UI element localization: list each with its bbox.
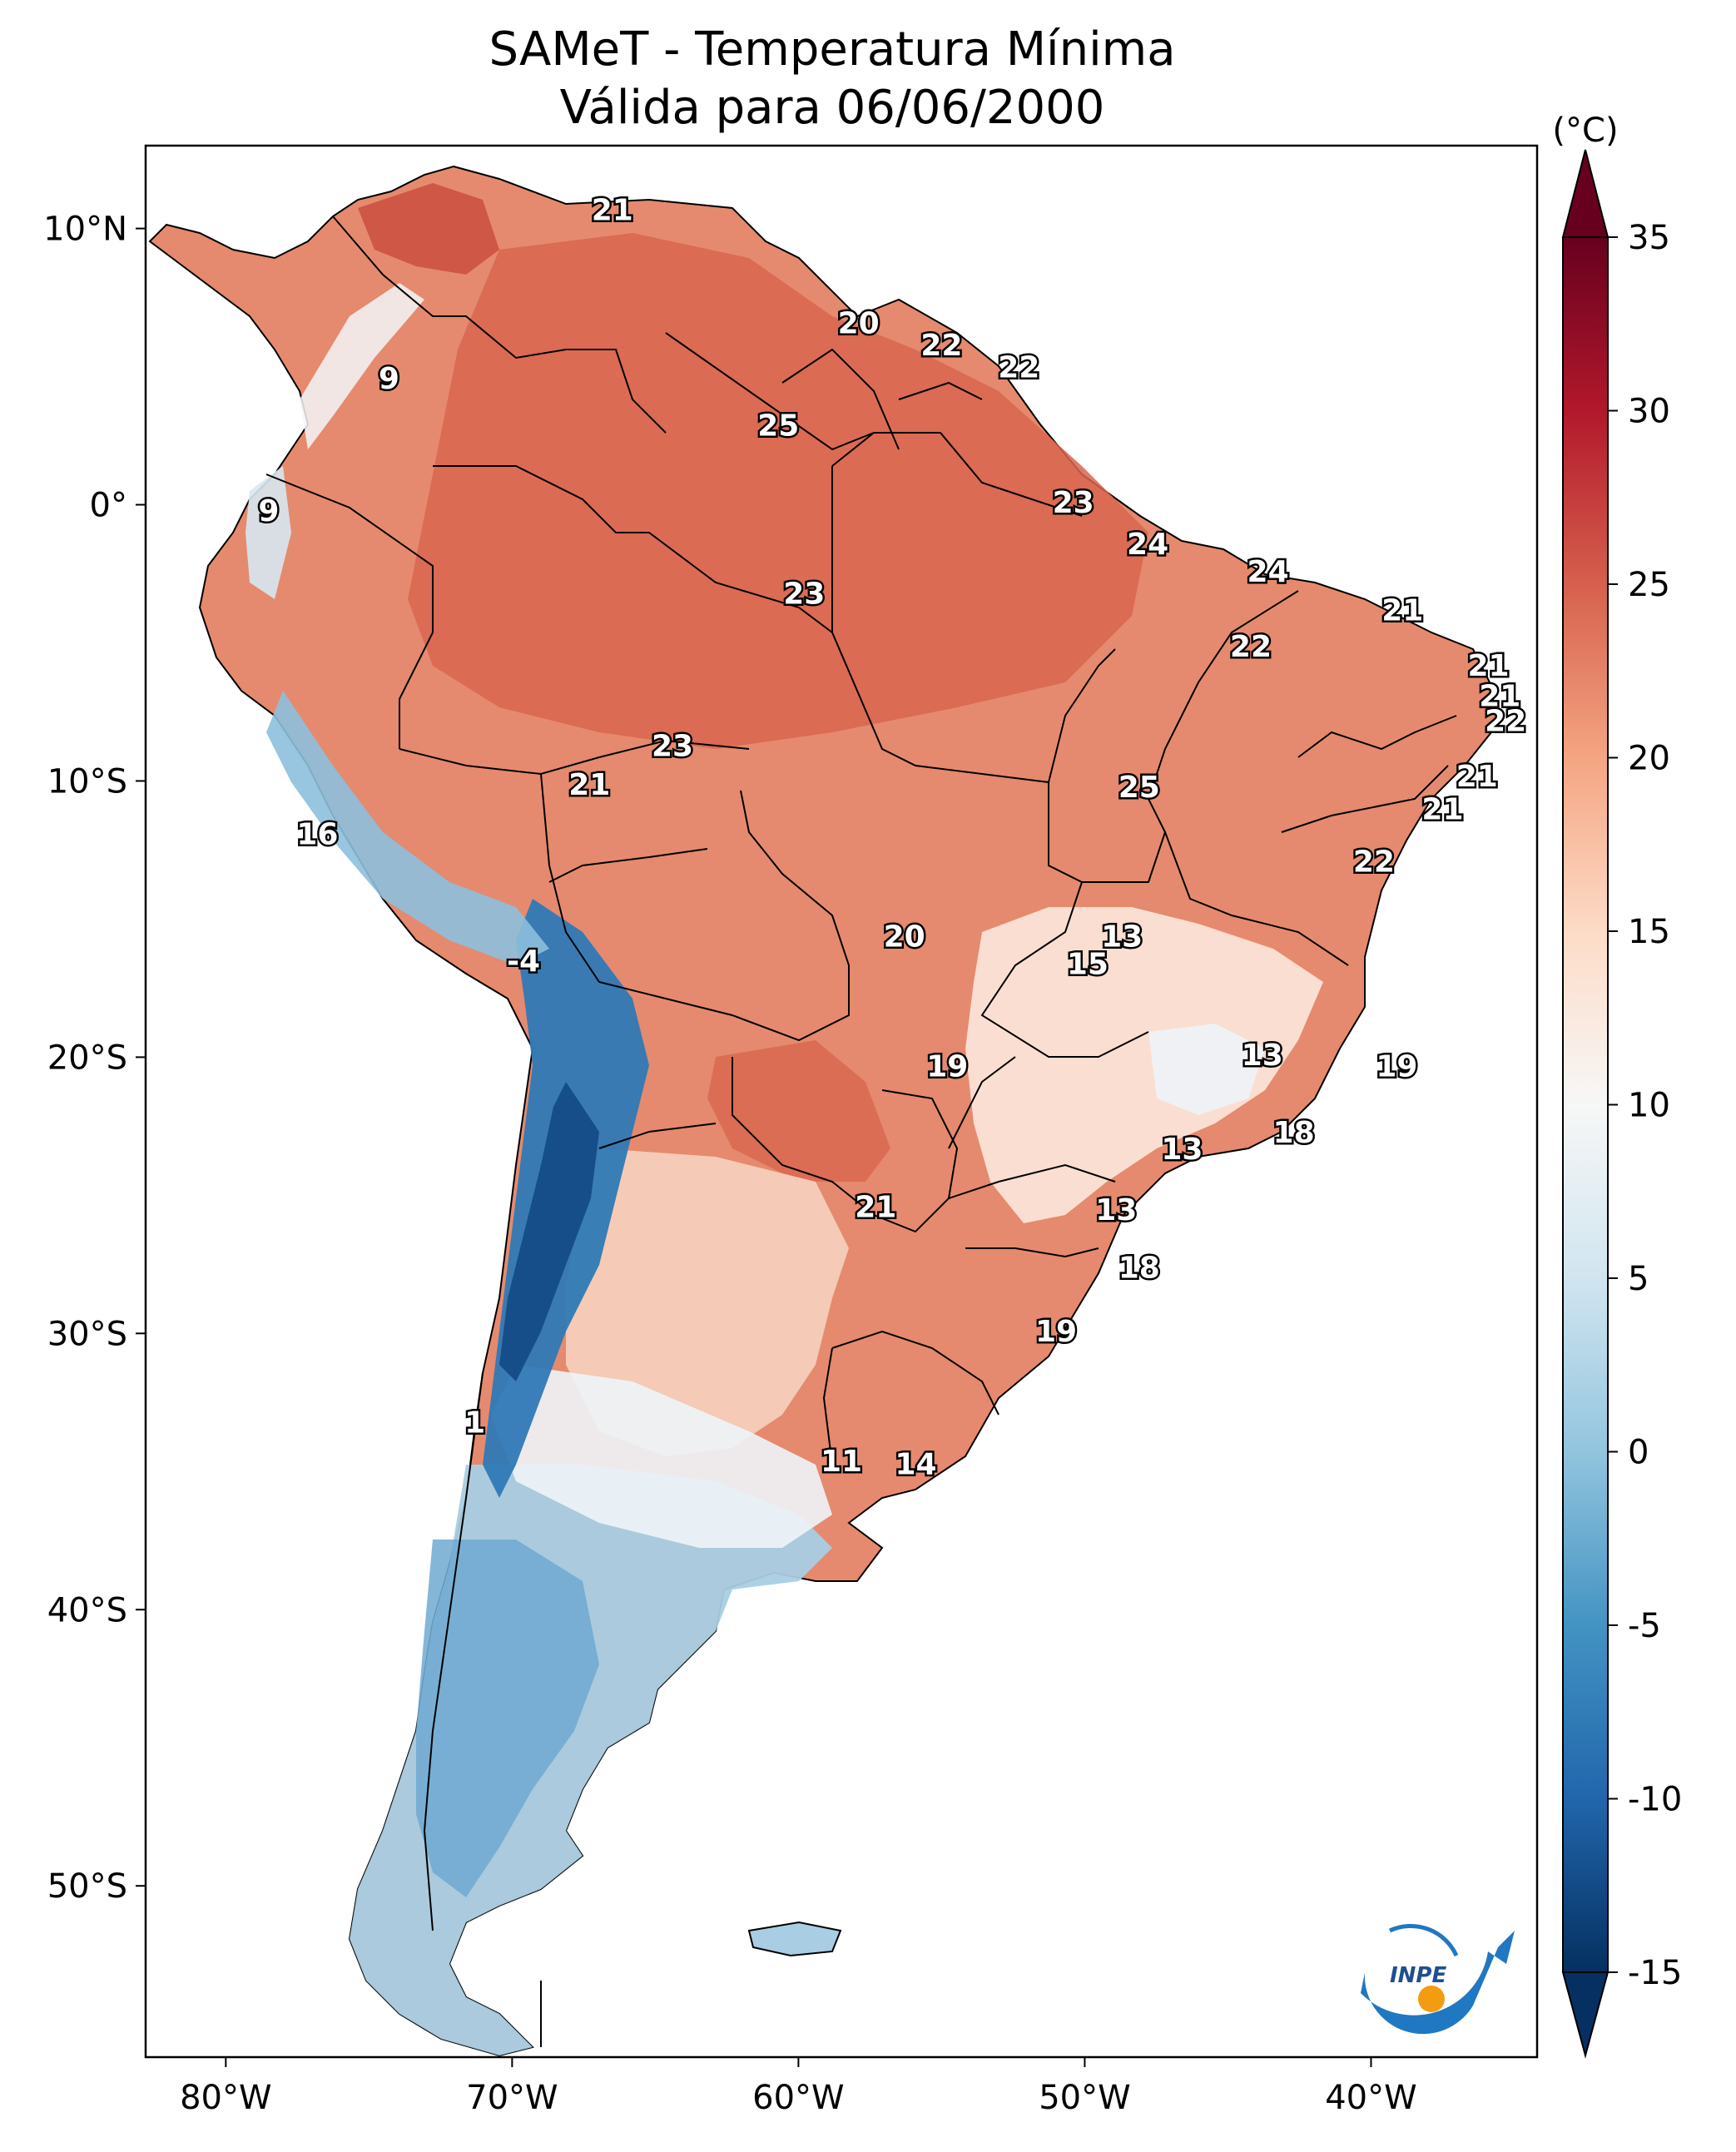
contour-label: 1 (464, 1406, 485, 1440)
contour-label: 21 (1456, 760, 1498, 794)
map-subtitle: Válida para 06/06/2000 (560, 81, 1105, 135)
contour-label: 15 (1067, 948, 1109, 982)
colombia-andes-zone (300, 283, 424, 449)
contour-label: 21 (855, 1191, 896, 1225)
contour-label: 22 (1353, 845, 1395, 880)
contour-label: 20 (838, 306, 880, 340)
southeast-cool-zone (965, 907, 1323, 1223)
colorbar-tick-label: -10 (1628, 1781, 1682, 1819)
colorbar-extend-min (1561, 1971, 1610, 2059)
lat-tick-label: 10°S (47, 762, 127, 801)
contour-label: 13 (1101, 920, 1143, 954)
colorbar-extend-max (1561, 149, 1610, 238)
contour-label: 16 (296, 818, 338, 852)
inpe-logo-text: INPE (1390, 1963, 1446, 1988)
lon-tick-label: 80°W (180, 2079, 271, 2117)
contour-label: 13 (1095, 1193, 1137, 1227)
contour-label: 23 (1053, 486, 1094, 520)
contour-label: 24 (1247, 555, 1289, 589)
colorbar-tick-label: 30 (1628, 393, 1670, 431)
contour-label: 21 (1381, 594, 1423, 628)
lat-tick-label: 0° (90, 487, 127, 525)
contour-label: 19 (1035, 1315, 1077, 1349)
latitude-ticks: 10°N 0° 10°S 20°S 30°S 40°S 50°S (43, 211, 146, 1906)
contour-label: 18 (1118, 1252, 1160, 1286)
contour-label: 22 (920, 329, 962, 363)
lon-tick-label: 70°W (466, 2079, 558, 2117)
contour-label: 9 (379, 362, 399, 396)
north-andes-hot-zone (358, 183, 499, 275)
contour-label: 19 (1376, 1049, 1417, 1083)
country-borders (265, 216, 1457, 2047)
colorbar-tick-label: 25 (1628, 566, 1670, 604)
colorbar-gradient (1562, 236, 1609, 1973)
contour-label: 21 (568, 768, 610, 802)
contour-label: 23 (652, 729, 693, 763)
lat-tick-label: 50°S (47, 1867, 127, 1906)
colorbar-tick-label: 5 (1628, 1260, 1649, 1298)
contour-label: 13 (1161, 1133, 1203, 1167)
lon-tick-label: 50°W (1039, 2079, 1130, 2117)
contour-label: 21 (592, 193, 633, 227)
contour-label: 9 (258, 494, 279, 528)
contour-label: 21 (1467, 649, 1509, 683)
lat-tick-label: 40°S (47, 1591, 127, 1629)
contour-label: 22 (1485, 704, 1526, 738)
longitude-ticks: 80°W 70°W 60°W 50°W 40°W (180, 2057, 1417, 2117)
contour-label: 21 (1421, 793, 1463, 827)
contour-label: 19 (926, 1049, 968, 1083)
contour-label: 25 (757, 409, 799, 443)
contour-label: 21 (1479, 680, 1520, 714)
colorbar-tick-label: -15 (1628, 1954, 1682, 1992)
colorbar-tick-label: -5 (1628, 1607, 1661, 1645)
pampas-light-zone (566, 1148, 849, 1456)
patagonia-mid-zone (416, 1540, 599, 1897)
contour-label: 24 (1127, 528, 1168, 562)
ecuador-andes-zone (246, 466, 291, 599)
lat-tick-label: 10°N (43, 211, 127, 249)
colorbar-tick-label: 35 (1628, 219, 1670, 257)
colorbar-tick-label: 15 (1628, 913, 1670, 951)
pampas-white-zone (491, 1365, 832, 1548)
contour-label: 23 (783, 578, 825, 612)
lat-tick-label: 20°S (47, 1039, 127, 1077)
map-area (146, 146, 1537, 2057)
contour-label: 13 (1242, 1039, 1283, 1073)
contour-label: 20 (884, 920, 925, 954)
inpe-logo-swoosh (1361, 1931, 1515, 2035)
minas-cold-spot (1148, 1024, 1265, 1115)
map-frame (144, 144, 1539, 2059)
contour-label: 22 (998, 351, 1039, 385)
andes-coldest-zone (499, 1082, 599, 1381)
colorbar-tick-label: 20 (1628, 740, 1670, 778)
lon-tick-label: 60°W (752, 2079, 844, 2117)
colorbar-unit-label: (°C) (1552, 112, 1618, 150)
contour-label: 11 (821, 1445, 862, 1479)
lat-tick-label: 30°S (47, 1315, 127, 1353)
contour-label: 25 (1118, 771, 1160, 805)
inpe-logo: INPE (1361, 1914, 1515, 2035)
inpe-logo-orb (1418, 1986, 1445, 2012)
contour-label: -4 (507, 945, 540, 979)
colorbar-tick-label: 10 (1628, 1087, 1670, 1125)
colorbar-tick-label: 0 (1628, 1434, 1649, 1472)
amazon-warm-zone (408, 233, 1148, 749)
chaco-warm-zone (707, 1040, 890, 1182)
contour-label: 18 (1273, 1116, 1315, 1150)
colorbar: (°C) 35 30 25 20 15 10 5 0 -5 -10 -15 (1552, 112, 1682, 2059)
falkland-islands (747, 1921, 842, 1957)
contour-label: 14 (895, 1447, 936, 1481)
lon-tick-label: 40°W (1325, 2079, 1416, 2117)
colorbar-ticks: 35 30 25 20 15 10 5 0 -5 -10 -15 (1608, 219, 1682, 1992)
map-title: SAMeT - Temperatura Mínima (489, 22, 1175, 77)
contour-label: 22 (1230, 630, 1272, 664)
peru-andes-zone (266, 691, 549, 965)
